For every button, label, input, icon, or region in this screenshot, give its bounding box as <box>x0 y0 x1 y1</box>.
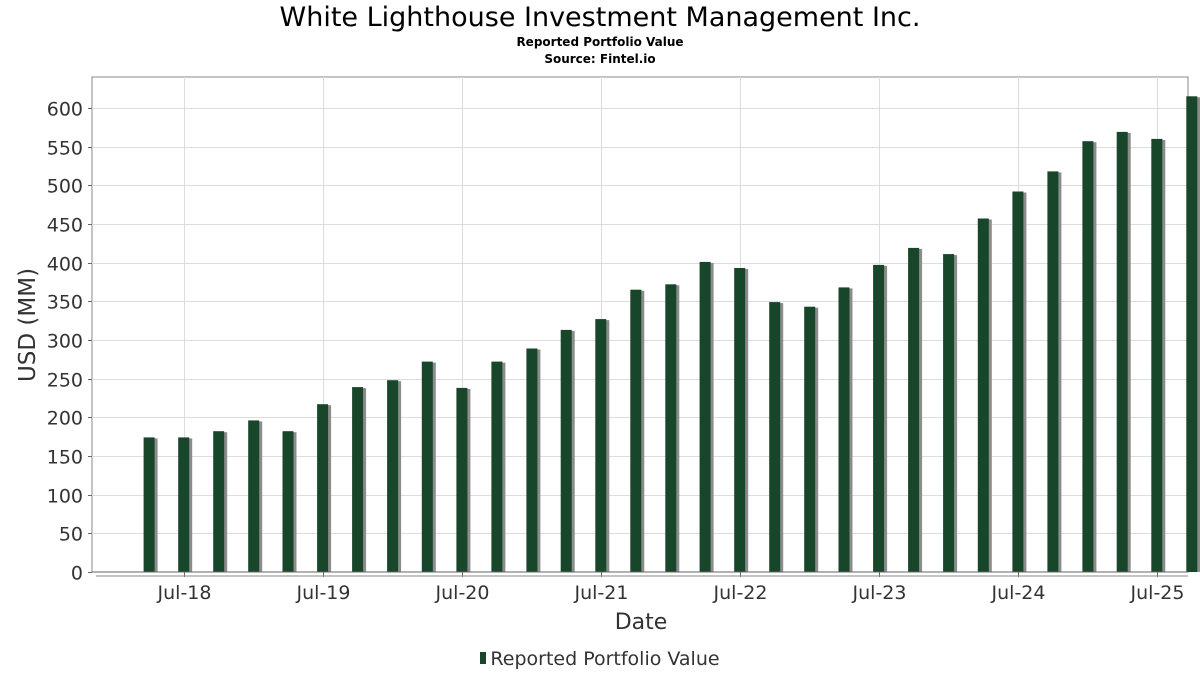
y-tick-label: 200 <box>47 408 83 430</box>
x-tick-label: Jul-22 <box>713 582 768 604</box>
y-tick-label: 400 <box>47 254 83 276</box>
legend-swatch <box>480 652 487 664</box>
bars-group: 2018-03-31: 174 2018-06-30: 174 2018-09-30… <box>143 96 1200 573</box>
bar: 2024-06-30: 492 <box>1012 191 1024 572</box>
bar: 2019-12-31: 248 <box>387 380 399 572</box>
bar: 2020-12-31: 289 <box>526 348 538 572</box>
bar: 2018-09-30: 182 <box>213 431 225 572</box>
bar: 2018-06-30: 174 <box>178 437 190 572</box>
bar: 2021-06-30: 327 <box>595 319 607 572</box>
y-tick-label: 550 <box>47 138 83 160</box>
x-tick-label: Jul-24 <box>991 582 1046 604</box>
bar: 2023-03-31: 368 <box>838 287 850 572</box>
y-tick-label: 100 <box>47 486 83 508</box>
bar: 2020-03-31: 272 <box>421 361 433 572</box>
bar: 2018-12-31: 196 <box>248 420 260 572</box>
bar: 2020-09-30: 272 <box>491 361 503 572</box>
y-tick-label: 300 <box>47 331 83 353</box>
bar: 2025-06-30: 560 <box>1151 138 1163 572</box>
chart-subtitle: Reported Portfolio Value <box>516 35 684 49</box>
bar: 2024-12-31: 557 <box>1082 141 1094 572</box>
x-tick-label: Jul-21 <box>574 582 629 604</box>
y-tick-label: 350 <box>47 292 83 314</box>
bar: 2020-06-30: 238 <box>456 387 468 572</box>
y-tick-label: 150 <box>47 447 83 469</box>
bar: 2025-03-31: 569 <box>1116 131 1128 572</box>
chart-title: White Lighthouse Investment Management I… <box>279 2 921 33</box>
y-axis-ticks: 0 50 100 150 200 250 300 350 400 450 500 550 600 <box>47 99 92 585</box>
bar: 2021-09-30: 365 <box>630 289 642 572</box>
y-tick-label: 600 <box>47 99 83 121</box>
x-tick-label: Jul-25 <box>1130 582 1185 604</box>
bar: 2022-09-30: 349 <box>769 302 781 572</box>
y-tick-label: 450 <box>47 215 83 237</box>
bar: 2022-06-30: 393 <box>734 268 746 572</box>
x-tick-label: Jul-20 <box>435 582 490 604</box>
chart-source: Source: Fintel.io <box>544 52 656 66</box>
bar: 2023-12-31: 411 <box>943 254 955 572</box>
x-axis-label: Date <box>615 610 668 635</box>
bar: 2019-09-30: 239 <box>352 387 364 572</box>
bar: 2021-12-31: 372 <box>665 284 677 572</box>
bar: 2021-03-31: 313 <box>560 329 572 572</box>
y-axis-label: USD (MM) <box>15 268 41 382</box>
x-axis-ticks: Jul-18 Jul-19 Jul-20 Jul-21 Jul-22 Jul-23 Jul-… <box>157 572 1185 604</box>
y-tick-label: 50 <box>59 524 83 546</box>
bar: 2018-03-31: 174 <box>143 437 155 572</box>
bar: 2019-06-30: 217 <box>317 404 329 572</box>
y-tick-label: 250 <box>47 370 83 392</box>
bar: 2025-09-30: 615 <box>1186 96 1198 573</box>
x-tick-label: Jul-23 <box>852 582 907 604</box>
x-tick-label: Jul-19 <box>296 582 351 604</box>
bar: 2019-03-31: 182 <box>282 431 294 572</box>
bar: 2022-12-31: 343 <box>804 306 816 572</box>
bar: 2024-03-31: 457 <box>977 218 989 572</box>
bar: 2024-09-30: 518 <box>1047 171 1059 572</box>
bar: 2023-06-30: 397 <box>873 264 885 572</box>
bar: 2023-09-30: 419 <box>908 247 920 572</box>
legend-label: Reported Portfolio Value <box>490 648 720 670</box>
y-tick-label: 0 <box>71 563 83 585</box>
bar: 2022-03-31: 401 <box>699 261 711 572</box>
x-tick-label: Jul-18 <box>157 582 212 604</box>
legend: Reported Portfolio Value <box>0 648 1200 670</box>
y-tick-label: 500 <box>47 176 83 198</box>
